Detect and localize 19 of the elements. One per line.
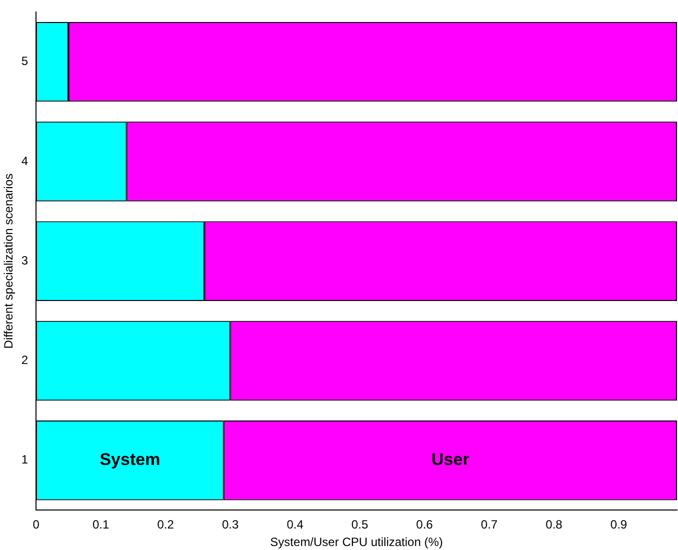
series-label: System: [100, 450, 160, 470]
x-tick-label: 0.3: [222, 518, 239, 532]
y-tick-label: 4: [21, 154, 28, 168]
x-tick-label: 0: [32, 518, 40, 532]
y-tick-label: 1: [21, 452, 28, 467]
x-tick-label: 0.6: [416, 518, 434, 532]
series-label: User: [432, 450, 470, 470]
y-tick-label: 5: [21, 54, 28, 68]
x-axis-title: System/User CPU utilization (%): [270, 535, 443, 550]
x-tick-label: 0.8: [546, 518, 563, 532]
x-tick-label: 0.2: [157, 518, 174, 532]
x-tick-label: 0.7: [480, 518, 498, 532]
x-tick-label: 0.1: [92, 518, 110, 532]
y-axis-title: Different specialization scenarios: [2, 174, 16, 349]
x-tick-label: 0.5: [351, 518, 368, 532]
y-tick-label: 3: [21, 253, 28, 268]
x-tick-label: 0.9: [610, 518, 628, 532]
x-tick-label: 0.4: [286, 518, 304, 532]
y-tick-label: 2: [21, 353, 28, 368]
